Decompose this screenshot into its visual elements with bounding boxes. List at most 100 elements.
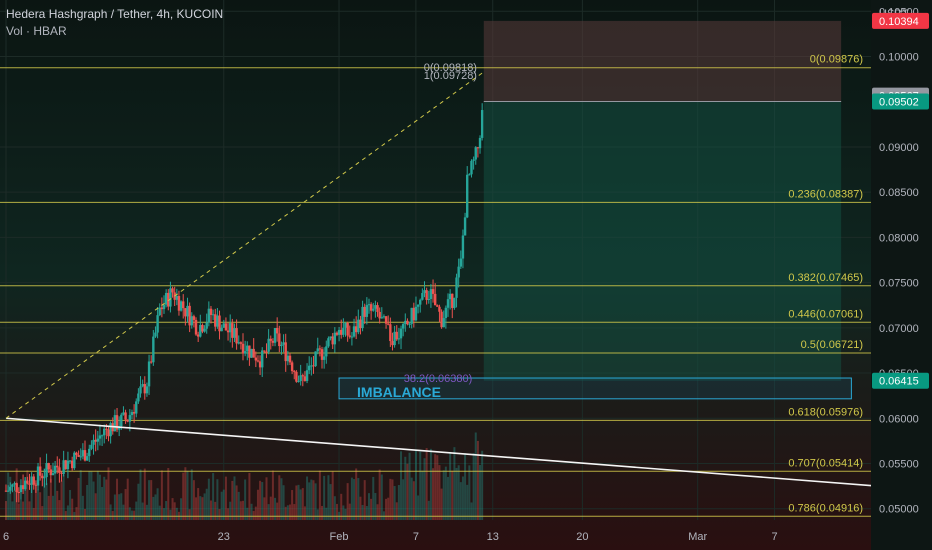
volume-bar	[169, 509, 172, 520]
volume-bar	[276, 502, 279, 520]
volume-bar	[163, 508, 166, 520]
candle-body	[448, 293, 452, 300]
candle-body	[26, 480, 29, 484]
symbol-title[interactable]: Hedera Hashgraph / Tether, 4h, KUCOIN	[6, 7, 224, 21]
candle-body	[36, 466, 40, 486]
trendlines[interactable]	[5, 72, 878, 487]
candle-body	[13, 483, 16, 485]
volume-bar	[41, 506, 44, 520]
volume-bar	[173, 502, 176, 520]
candle-body	[207, 308, 211, 323]
candle-body	[363, 306, 366, 317]
candle-body	[79, 456, 82, 458]
candle-body	[340, 329, 343, 335]
candle-body	[201, 324, 204, 332]
candle-body	[171, 288, 174, 293]
volume-bar	[395, 502, 398, 520]
annotation-label: IMBALANCE	[357, 384, 441, 400]
candle-body	[265, 351, 268, 353]
drawing-zones[interactable]	[338, 20, 852, 400]
volume-bar	[188, 509, 191, 520]
fib-level-label: 0(0.09876)	[810, 54, 863, 66]
candle-body	[38, 466, 42, 476]
candle-body	[384, 316, 388, 324]
candle-body	[228, 323, 232, 333]
volume-bar	[58, 500, 61, 520]
fib-level-label: 0.786(0.04916)	[788, 502, 863, 514]
candle-body	[11, 484, 14, 487]
volume-bar	[367, 493, 370, 520]
volume-bar	[107, 467, 110, 520]
volume-bar	[118, 494, 121, 520]
volume-bar	[449, 451, 452, 520]
candle-body	[190, 316, 193, 326]
fib-level-label: 0.382(0.07465)	[788, 272, 863, 284]
candle-body	[222, 323, 225, 328]
candle-body	[297, 381, 300, 383]
volume-bar	[269, 496, 272, 520]
time-axis[interactable]: 6 23 Feb 7 13 20 Mar 7	[3, 531, 778, 543]
volume-bar	[94, 493, 97, 520]
volume-bar	[26, 470, 29, 520]
volume-legend[interactable]: Vol · HBAR	[6, 24, 67, 38]
candle-body	[53, 465, 57, 474]
volume-bar	[256, 489, 259, 520]
volume-bar	[199, 496, 202, 520]
volume-bar	[429, 448, 432, 520]
volume-bar	[71, 498, 74, 520]
grid	[0, 0, 871, 520]
volume-bar	[385, 498, 388, 520]
candle-body	[395, 331, 398, 340]
volume-bar	[197, 488, 200, 520]
volume-bar	[459, 482, 462, 520]
price-tag	[872, 93, 929, 110]
volume-bar	[56, 490, 59, 520]
volume-bar	[126, 478, 129, 520]
volume-bar	[98, 474, 101, 520]
candle-body	[414, 306, 418, 321]
candle-body	[60, 472, 63, 474]
volume-bar	[150, 480, 153, 520]
volume-bar	[301, 488, 304, 520]
candle-body	[62, 460, 65, 474]
volume-bar	[186, 470, 189, 520]
volume-bar	[481, 450, 484, 520]
volume-bar	[69, 490, 72, 520]
candle-body	[186, 305, 189, 317]
candle-body	[401, 323, 405, 329]
candle-body	[205, 322, 208, 329]
fib-level-label: 0.707(0.05414)	[788, 457, 863, 469]
candle-body	[459, 258, 463, 267]
volume-bar	[7, 472, 10, 520]
volume-bar	[308, 482, 311, 520]
volume-bar	[128, 507, 131, 520]
candle-body	[305, 370, 309, 381]
candle-body	[451, 293, 454, 308]
volume-bar	[457, 465, 460, 520]
fibonacci-levels[interactable]: 0(0.09876) 0.236(0.08387) 0.382(0.07465) 0.…	[0, 54, 871, 517]
volume-bar	[476, 440, 479, 520]
candle-body	[88, 448, 91, 457]
volume-bar	[180, 498, 183, 520]
volume-bar	[13, 490, 16, 520]
volume-bar	[105, 479, 108, 520]
volume-bar	[51, 495, 54, 520]
candle-body	[83, 450, 87, 461]
volume-bar	[329, 484, 332, 520]
candle-body	[24, 480, 27, 490]
price-tick-label: 0.05500	[879, 458, 919, 470]
volume-bar	[141, 502, 144, 520]
trendline	[5, 417, 878, 487]
volume-bar	[222, 489, 225, 520]
volume-bar	[402, 479, 405, 520]
candle-body	[19, 485, 23, 493]
volume-bar	[184, 467, 187, 520]
candle-body	[73, 452, 76, 469]
candle-body	[256, 360, 260, 362]
candle-body	[254, 357, 258, 361]
volume-bar	[11, 501, 14, 520]
volume-bar	[436, 455, 439, 520]
volume-bar	[137, 483, 140, 520]
candle-body	[98, 435, 102, 439]
